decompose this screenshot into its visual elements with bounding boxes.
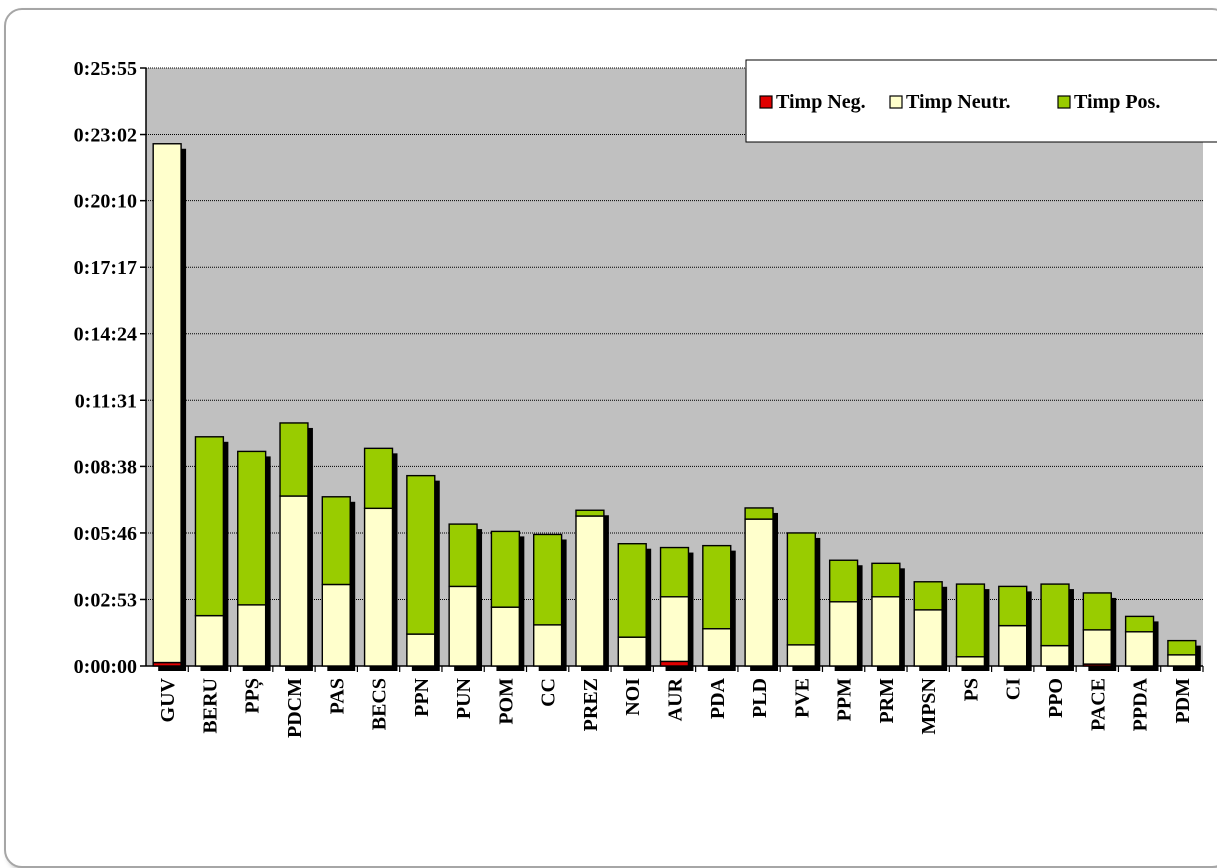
bar-segment-timp-neutr bbox=[448, 585, 478, 667]
x-tick-label: CI bbox=[1003, 678, 1025, 700]
bar-segment-timp-pos bbox=[659, 546, 690, 598]
legend-swatch bbox=[889, 95, 903, 109]
bar-segment-timp-pos bbox=[1124, 615, 1155, 633]
bar-segment-timp-neutr bbox=[828, 601, 859, 667]
y-tick-label: 0:00:00 bbox=[74, 656, 137, 678]
legend-swatch bbox=[1057, 95, 1071, 109]
x-tick-label: CC bbox=[538, 678, 560, 707]
x-axis-labels: GUV BERU PPȘ PDCM PAS BECS PPN PUN POM CC PREZ NOI A… bbox=[157, 666, 1204, 738]
bar-segment-timp-pos bbox=[702, 544, 732, 630]
x-tick-label: PPO bbox=[1045, 678, 1067, 718]
bar-segment-timp-neutr bbox=[1082, 629, 1112, 665]
bar-segment-timp-neutr bbox=[702, 627, 732, 667]
y-tick-label: 0:23:02 bbox=[74, 125, 137, 147]
bar-segment-timp-neutr bbox=[363, 507, 394, 667]
x-tick-label: PACE bbox=[1087, 678, 1109, 731]
x-tick-label: BERU bbox=[199, 678, 221, 734]
bar-segment-timp-neutr bbox=[237, 604, 267, 667]
bar-segment-timp-neutr bbox=[955, 656, 986, 667]
bar-segment-timp-pos bbox=[194, 436, 225, 617]
bar-segment-timp-pos bbox=[828, 559, 859, 603]
bar-segment-timp-pos bbox=[533, 533, 563, 626]
bar-segment-timp-neutr bbox=[913, 609, 943, 667]
bar-segment-timp-neutr bbox=[617, 636, 647, 667]
bar-segment-timp-neutr bbox=[1124, 631, 1155, 667]
legend-label: Timp Neutr. bbox=[906, 91, 1010, 113]
x-tick-label: MPSN bbox=[918, 677, 940, 734]
bar-segment-timp-pos bbox=[786, 532, 816, 646]
bar-segment-timp-neutr bbox=[1167, 654, 1197, 667]
x-tick-label: PREZ bbox=[580, 678, 602, 731]
bar-segment-timp-pos bbox=[998, 585, 1028, 627]
y-tick-label: 0:17:17 bbox=[74, 257, 137, 279]
x-tick-label: GUV bbox=[157, 677, 179, 722]
bar-segment-timp-neutr bbox=[659, 596, 690, 663]
y-tick-label: 0:08:38 bbox=[74, 456, 137, 478]
x-tick-label: PPM bbox=[834, 678, 856, 721]
legend: Timp Neg. Timp Neutr. Timp Pos. bbox=[745, 59, 1217, 143]
y-axis-ticks: 0:00:00 0:02:53 0:05:46 0:08:38 0:11:31 0:14:… bbox=[74, 58, 146, 678]
x-tick-label: PPȘ bbox=[242, 678, 265, 714]
bar-segment-timp-neutr bbox=[490, 606, 521, 667]
bar-segment-timp-pos bbox=[1167, 639, 1197, 656]
x-tick-label: PAS bbox=[326, 678, 348, 714]
bar-segment-timp-pos bbox=[955, 583, 986, 658]
bar-segment-timp-pos bbox=[490, 530, 521, 608]
x-tick-label: PUN bbox=[453, 677, 475, 719]
bar-segment-timp-pos bbox=[744, 507, 774, 520]
bar-segment-timp-pos bbox=[321, 496, 351, 586]
bar-segment-timp-neutr bbox=[321, 583, 351, 667]
y-tick-label: 0:05:46 bbox=[74, 523, 137, 545]
bars bbox=[152, 143, 1201, 671]
x-tick-label: AUR bbox=[665, 677, 687, 721]
x-tick-label: POM bbox=[495, 678, 517, 725]
bar-segment-timp-neutr bbox=[406, 633, 436, 667]
bar-segment-timp-neutr bbox=[279, 495, 309, 667]
legend-box bbox=[745, 59, 1217, 143]
x-tick-label: PDA bbox=[707, 677, 729, 719]
x-tick-label: PDM bbox=[1172, 678, 1194, 724]
y-tick-label: 0:14:24 bbox=[74, 324, 137, 346]
bar-segment-timp-pos bbox=[913, 581, 943, 611]
x-tick-label: PDCM bbox=[284, 678, 306, 738]
legend-label: Timp Neg. bbox=[776, 91, 866, 113]
bar-segment-timp-pos bbox=[617, 543, 647, 638]
x-tick-label: NOI bbox=[622, 678, 644, 716]
x-tick-label: PPN bbox=[411, 677, 433, 716]
y-tick-label: 0:02:53 bbox=[74, 589, 137, 611]
bar-segment-timp-neutr bbox=[152, 143, 182, 664]
bar-segment-timp-neutr bbox=[998, 624, 1028, 667]
y-tick-label: 0:11:31 bbox=[75, 390, 137, 412]
y-tick-label: 0:20:10 bbox=[74, 191, 137, 213]
bar-segment-timp-neutr bbox=[194, 614, 225, 667]
bar-segment-timp-neutr bbox=[786, 644, 816, 667]
x-tick-label: BECS bbox=[369, 678, 391, 730]
gridlines bbox=[146, 67, 1203, 600]
bar-segment-timp-pos bbox=[406, 474, 436, 635]
legend-swatch bbox=[759, 95, 773, 109]
bar-segment-timp-neutr bbox=[575, 515, 605, 667]
bar-segment-timp-pos bbox=[1040, 583, 1070, 647]
x-tick-label: PLD bbox=[749, 678, 771, 718]
y-tick-label: 0:25:55 bbox=[74, 58, 137, 80]
x-tick-label: PVE bbox=[791, 678, 813, 718]
bar-segment-timp-pos bbox=[363, 447, 394, 510]
bar-segment-timp-pos bbox=[1082, 592, 1112, 631]
bar-segment-timp-pos bbox=[575, 509, 605, 517]
x-tick-label: PRM bbox=[876, 678, 898, 724]
bar-segment-timp-neutr bbox=[1040, 644, 1070, 667]
x-tick-label: PPDA bbox=[1130, 677, 1152, 731]
legend-label: Timp Pos. bbox=[1074, 91, 1160, 113]
bar-segment-timp-pos bbox=[871, 562, 901, 598]
bar-segment-timp-neutr bbox=[871, 596, 901, 667]
bar-segment-timp-neutr bbox=[533, 624, 563, 667]
bar-segment-timp-pos bbox=[279, 422, 309, 497]
bar-segment-timp-pos bbox=[448, 523, 478, 588]
x-tick-label: PS bbox=[960, 678, 982, 701]
bar-segment-timp-pos bbox=[237, 450, 267, 606]
bar-segment-timp-neutr bbox=[744, 518, 774, 667]
